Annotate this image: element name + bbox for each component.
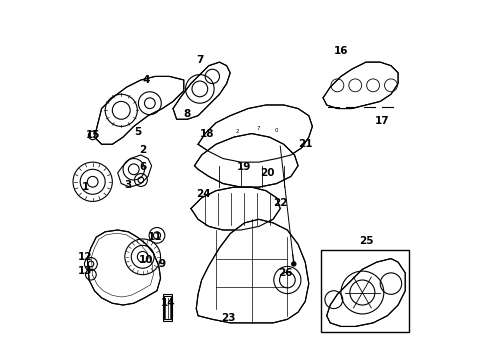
- Text: 22: 22: [272, 198, 287, 208]
- Text: 2: 2: [235, 129, 239, 134]
- Polygon shape: [87, 230, 160, 305]
- Text: 12: 12: [78, 252, 93, 262]
- Text: 7: 7: [196, 55, 203, 65]
- Bar: [321, 249, 408, 332]
- Polygon shape: [198, 105, 312, 162]
- Polygon shape: [190, 187, 280, 230]
- Text: 15: 15: [85, 130, 100, 140]
- Bar: [163, 294, 172, 321]
- Text: 24: 24: [196, 189, 210, 199]
- Text: 23: 23: [221, 312, 235, 323]
- Polygon shape: [94, 76, 183, 144]
- Text: 17: 17: [374, 116, 388, 126]
- Text: 25: 25: [358, 236, 372, 246]
- Polygon shape: [173, 62, 230, 119]
- Text: 9: 9: [159, 259, 165, 269]
- Polygon shape: [194, 134, 298, 187]
- Polygon shape: [196, 219, 308, 323]
- Text: 4: 4: [142, 75, 150, 85]
- Text: 0: 0: [274, 128, 278, 133]
- Text: 21: 21: [297, 139, 312, 149]
- Text: 1: 1: [82, 182, 89, 192]
- Text: 14: 14: [160, 298, 175, 308]
- Polygon shape: [118, 155, 151, 187]
- Text: 8: 8: [183, 109, 191, 119]
- Text: 6: 6: [139, 162, 146, 172]
- Text: 10: 10: [139, 255, 153, 265]
- Text: 7: 7: [257, 126, 260, 131]
- Polygon shape: [326, 258, 405, 327]
- Text: 5: 5: [133, 127, 141, 137]
- Circle shape: [291, 262, 295, 266]
- Text: 13: 13: [78, 266, 93, 276]
- Text: 18: 18: [199, 129, 214, 139]
- Text: 16: 16: [333, 46, 347, 57]
- Text: 2: 2: [139, 145, 146, 155]
- Polygon shape: [323, 62, 397, 109]
- Polygon shape: [164, 296, 171, 319]
- Text: 26: 26: [278, 268, 292, 278]
- Text: 3: 3: [124, 180, 132, 190]
- Text: 19: 19: [237, 162, 251, 172]
- Text: 11: 11: [148, 232, 162, 242]
- Text: 20: 20: [260, 168, 274, 178]
